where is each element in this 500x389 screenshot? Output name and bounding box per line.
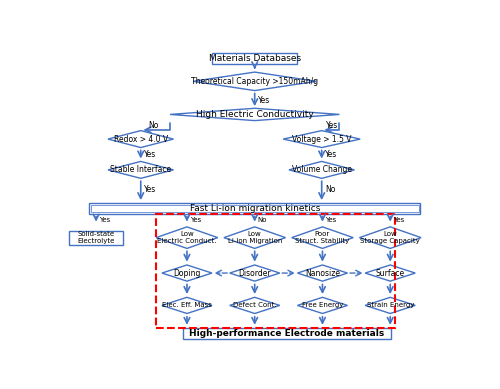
- Polygon shape: [365, 265, 416, 281]
- Text: Fast Li-ion migration kinetics: Fast Li-ion migration kinetics: [190, 204, 320, 213]
- Text: No: No: [325, 185, 335, 194]
- Text: No: No: [258, 217, 268, 223]
- Text: Defect Cont.: Defect Cont.: [233, 302, 276, 308]
- Text: Yes: Yes: [326, 217, 337, 223]
- FancyBboxPatch shape: [183, 328, 391, 338]
- Text: Redox > 4.0 V: Redox > 4.0 V: [114, 135, 168, 144]
- Polygon shape: [360, 227, 421, 249]
- Text: Poor
Struct. Stability: Poor Struct. Stability: [296, 231, 350, 244]
- FancyBboxPatch shape: [89, 203, 420, 214]
- FancyBboxPatch shape: [69, 231, 123, 245]
- Text: Yes: Yes: [325, 150, 337, 159]
- FancyBboxPatch shape: [212, 53, 297, 64]
- Text: Yes: Yes: [394, 217, 404, 223]
- Polygon shape: [298, 297, 348, 314]
- Polygon shape: [156, 227, 218, 249]
- Polygon shape: [162, 297, 212, 314]
- Text: High-performance Electrode materials: High-performance Electrode materials: [190, 329, 384, 338]
- Polygon shape: [170, 108, 340, 121]
- Text: Yes: Yes: [144, 185, 156, 194]
- Text: Yes: Yes: [190, 217, 202, 223]
- Text: Nanosize: Nanosize: [305, 268, 340, 278]
- Text: Surface: Surface: [376, 268, 405, 278]
- Polygon shape: [162, 265, 212, 281]
- Polygon shape: [230, 265, 280, 281]
- Polygon shape: [230, 297, 280, 314]
- Text: Stable Interface: Stable Interface: [110, 165, 172, 174]
- Polygon shape: [289, 161, 354, 178]
- Text: High Electric Conductivity: High Electric Conductivity: [196, 110, 314, 119]
- Text: Elec. Eff. Mass: Elec. Eff. Mass: [162, 302, 212, 308]
- Polygon shape: [365, 297, 416, 314]
- Text: Volume Change: Volume Change: [292, 165, 352, 174]
- Text: Yes: Yes: [144, 150, 156, 159]
- Text: Theoretical Capacity >150mAh/g: Theoretical Capacity >150mAh/g: [191, 77, 318, 86]
- Polygon shape: [224, 227, 286, 249]
- Text: Solid-state
Electrolyte: Solid-state Electrolyte: [78, 231, 115, 244]
- Text: No: No: [148, 121, 159, 130]
- Text: Yes: Yes: [99, 217, 110, 223]
- Polygon shape: [283, 131, 360, 147]
- Text: Low
Storage Capacity: Low Storage Capacity: [360, 231, 420, 244]
- Text: Materials Databases: Materials Databases: [208, 54, 301, 63]
- Polygon shape: [193, 72, 316, 91]
- Polygon shape: [108, 161, 174, 178]
- Polygon shape: [292, 227, 354, 249]
- Text: Free Energy: Free Energy: [302, 302, 343, 308]
- Text: Low
Li-ion Migration: Low Li-ion Migration: [228, 231, 282, 244]
- Text: Disorder: Disorder: [238, 268, 271, 278]
- Text: Yes: Yes: [326, 121, 338, 130]
- Text: Voltage > 1.5 V: Voltage > 1.5 V: [292, 135, 352, 144]
- Polygon shape: [298, 265, 348, 281]
- Text: Yes: Yes: [258, 96, 270, 105]
- Text: Strain Energy: Strain Energy: [366, 302, 414, 308]
- Text: Doping: Doping: [174, 268, 201, 278]
- Text: Low
Electric Conduct.: Low Electric Conduct.: [157, 231, 216, 244]
- Polygon shape: [108, 131, 174, 147]
